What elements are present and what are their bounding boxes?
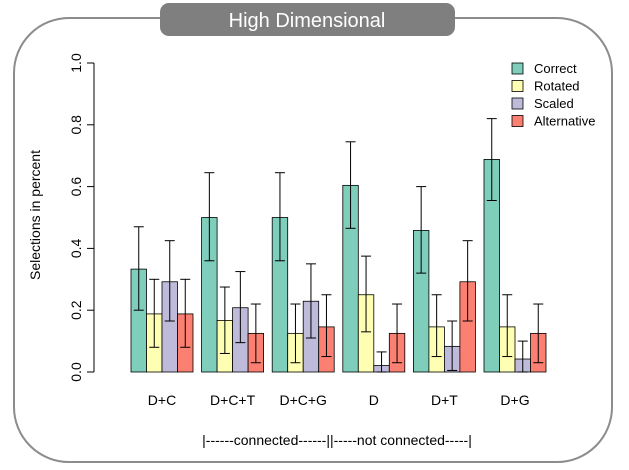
y-tick-label: 0.8 bbox=[68, 115, 84, 135]
grouping-caption: |------connected------||-----not connect… bbox=[202, 432, 472, 448]
category-labels: D+C D+C+T D+C+G D D+T D+G bbox=[148, 392, 530, 408]
legend-swatch-scaled bbox=[511, 97, 524, 110]
legend-label-alternative: Alternative bbox=[534, 114, 595, 129]
title-banner bbox=[160, 3, 455, 36]
y-tick-label: 0.4 bbox=[68, 238, 84, 258]
y-tick-label: 1.0 bbox=[68, 53, 84, 73]
x-category-label: D+G bbox=[500, 392, 529, 408]
y-axis: 0.0 0.2 0.4 0.6 0.8 1.0 bbox=[68, 53, 95, 382]
x-category-label: D+T bbox=[431, 392, 458, 408]
y-axis-label: Selections in percent bbox=[27, 150, 43, 280]
chart-title: High Dimensional bbox=[229, 10, 386, 32]
legend-label-rotated: Rotated bbox=[534, 79, 580, 94]
legend-label-correct: Correct bbox=[534, 61, 577, 76]
x-category-label: D+C bbox=[148, 392, 176, 408]
legend-swatch-correct bbox=[511, 62, 524, 75]
legend-swatch-alternative bbox=[511, 115, 524, 127]
x-category-label: D+C+G bbox=[279, 392, 326, 408]
y-tick-label: 0.6 bbox=[68, 177, 84, 197]
y-tick-label: 0.2 bbox=[68, 300, 84, 320]
legend-label-scaled: Scaled bbox=[534, 96, 574, 111]
legend: Correct Rotated Scaled Alternative bbox=[511, 61, 595, 129]
x-category-label: D bbox=[369, 392, 379, 408]
y-tick-label: 0.0 bbox=[68, 362, 84, 382]
error-bars bbox=[133, 118, 544, 373]
legend-swatch-rotated bbox=[511, 80, 524, 92]
x-category-label: D+C+T bbox=[210, 392, 256, 408]
